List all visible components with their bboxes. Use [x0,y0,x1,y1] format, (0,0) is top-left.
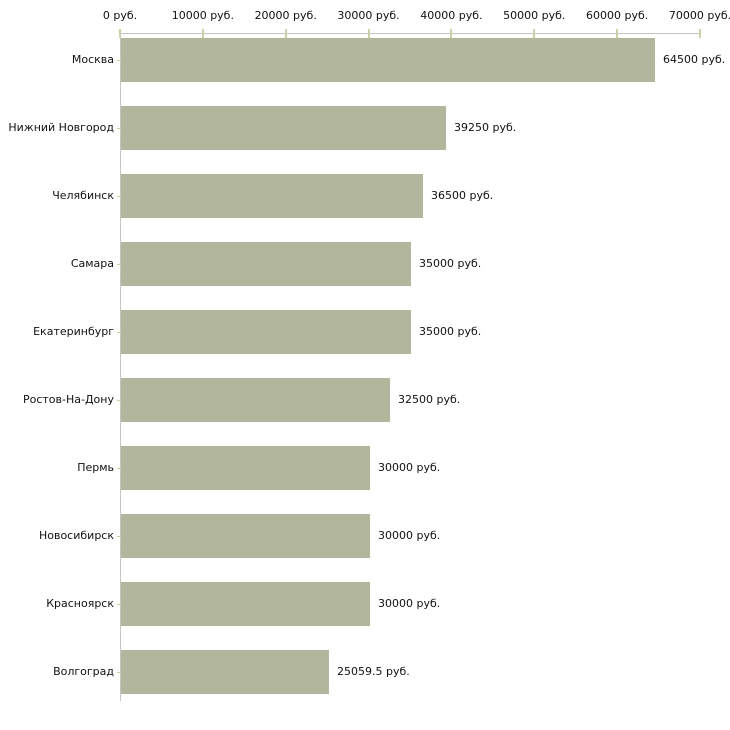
category-label: Москва [71,53,114,66]
category-label: Новосибирск [38,529,114,542]
bar [121,582,370,626]
bar [121,514,370,558]
value-label: 35000 руб. [419,257,482,270]
y-axis-tick [117,60,124,61]
x-axis-line [120,33,701,34]
y-axis-tick [117,264,124,265]
y-axis-tick [117,672,124,673]
x-axis-tick-label: 50000 руб. [503,9,566,22]
x-axis-tick-label: 0 руб. [102,9,138,22]
y-axis-line [120,33,121,701]
y-axis-tick [117,196,124,197]
x-axis-tick [201,29,204,38]
value-label: 39250 руб. [454,121,517,134]
category-label: Пермь [77,461,114,474]
x-axis-tick-label: 60000 руб. [586,9,649,22]
x-axis-tick [284,29,287,38]
value-label: 35000 руб. [419,325,482,338]
bar [121,38,655,82]
category-label: Челябинск [52,189,114,202]
bar [121,378,390,422]
category-label: Екатеринбург [33,325,114,338]
y-axis-tick [117,400,124,401]
y-axis-tick [117,468,124,469]
x-axis-tick-label: 10000 руб. [171,9,234,22]
bar [121,310,411,354]
value-label: 30000 руб. [378,461,441,474]
value-label: 30000 руб. [378,529,441,542]
value-label: 30000 руб. [378,597,441,610]
value-label: 64500 руб. [663,53,726,66]
x-axis-tick [450,29,453,38]
x-axis-tick [616,29,619,38]
y-axis-tick [117,128,124,129]
y-axis-tick [117,604,124,605]
value-label: 36500 руб. [431,189,494,202]
bar [121,242,411,286]
y-axis-tick [117,332,124,333]
x-axis-tick-label: 20000 руб. [254,9,317,22]
category-label: Нижний Новгород [8,121,114,134]
category-label: Волгоград [53,665,114,678]
category-label: Красноярск [46,597,114,610]
x-axis-tick-label: 30000 руб. [337,9,400,22]
value-label: 32500 руб. [398,393,461,406]
bar [121,446,370,490]
bar [121,106,446,150]
bar [121,174,423,218]
y-axis-tick [117,536,124,537]
x-axis-tick [699,29,701,38]
x-axis-tick [533,29,536,38]
x-axis-tick [119,29,121,38]
value-label: 25059.5 руб. [337,665,410,678]
category-label: Самара [70,257,114,270]
x-axis-tick-label: 40000 руб. [420,9,483,22]
x-axis-tick [367,29,370,38]
category-label: Ростов-На-Дону [22,393,114,406]
x-axis-tick-label: 70000 руб. [668,9,730,22]
bar [121,650,329,694]
